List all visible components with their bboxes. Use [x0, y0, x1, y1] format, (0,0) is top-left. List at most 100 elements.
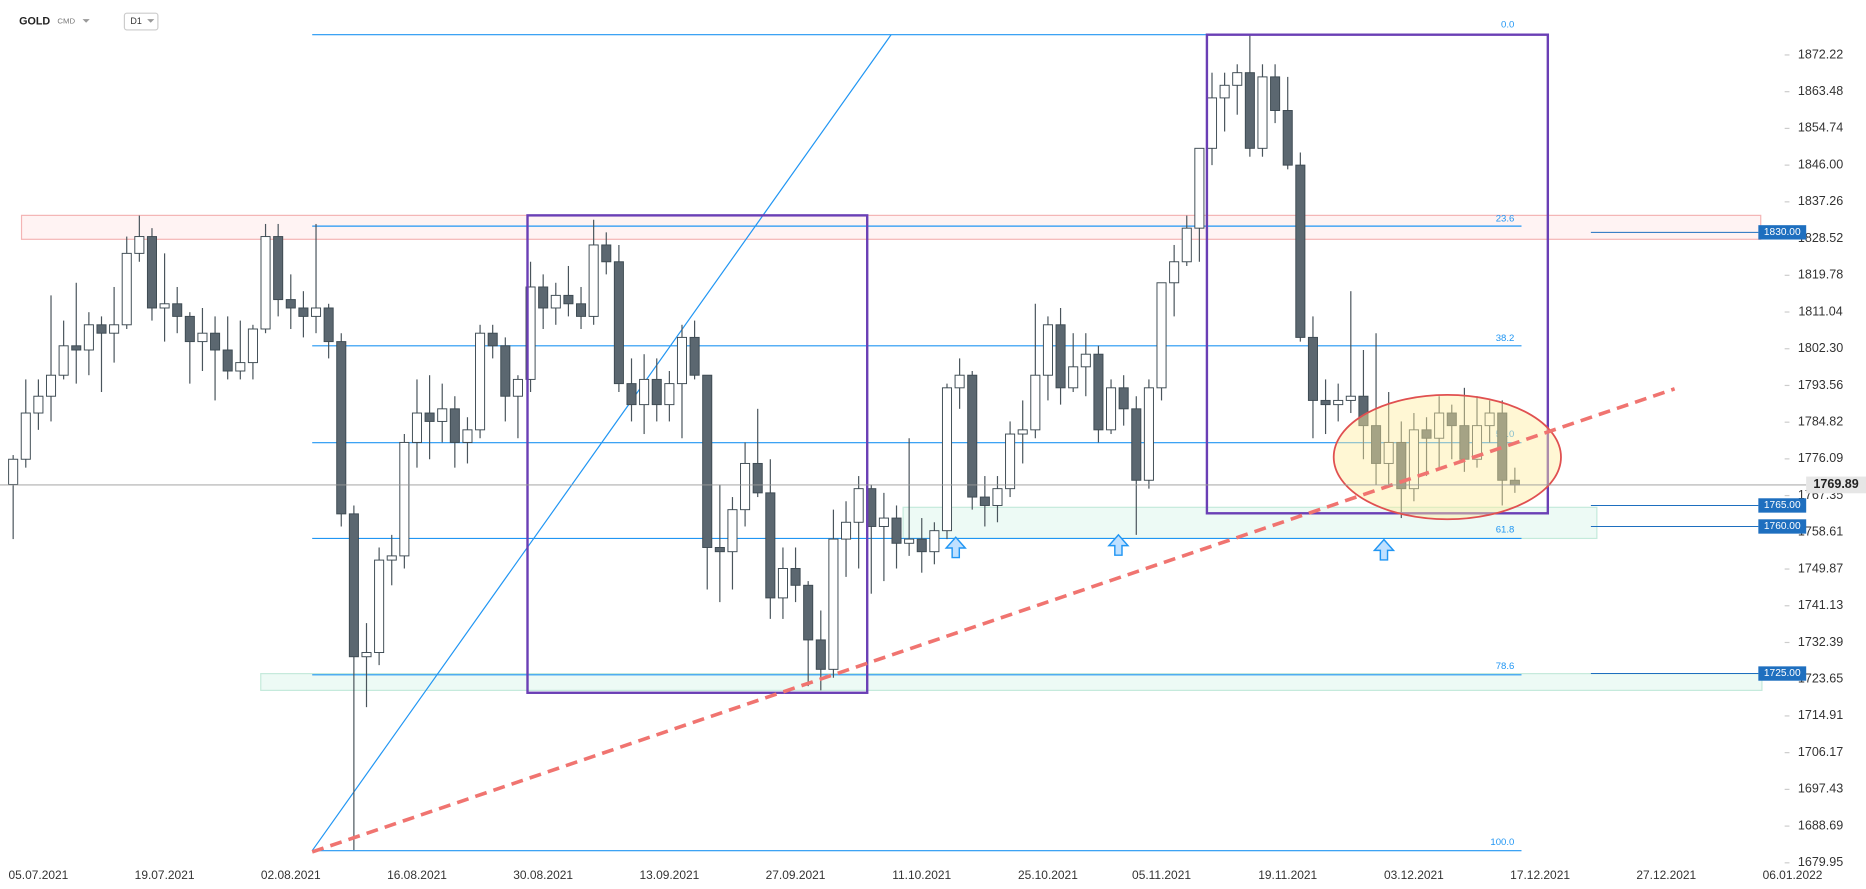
y-tick-label: 1697.43	[1798, 782, 1843, 796]
x-tick-label: 17.12.2021	[1510, 868, 1570, 882]
candle-body	[613, 261, 624, 385]
candle-body	[1446, 412, 1457, 427]
market: CMD	[57, 17, 75, 26]
candle-body	[1106, 387, 1117, 431]
y-tick-label: 1846.00	[1798, 157, 1843, 171]
candle-body	[247, 328, 258, 364]
candle-body	[1030, 374, 1041, 431]
candle-body	[512, 378, 523, 397]
fib-label: 23.6	[1496, 213, 1515, 224]
candle-body	[941, 387, 953, 532]
level-tag-label: 1830.00	[1764, 227, 1801, 238]
candle-body	[904, 538, 915, 544]
candle-body	[1484, 412, 1495, 427]
candle-body	[992, 488, 1003, 506]
candle-body	[1055, 324, 1066, 389]
candle-body	[1005, 433, 1016, 490]
timeframe-button[interactable]	[123, 12, 159, 31]
up-arrow	[1372, 538, 1396, 561]
candle-body	[1093, 353, 1104, 431]
candle-body	[967, 374, 978, 498]
x-tick-label: 16.08.2021	[387, 868, 447, 882]
x-tick-label: 05.07.2021	[8, 868, 68, 882]
candle-body	[323, 307, 334, 343]
current-price-label: 1769.89	[1813, 477, 1858, 491]
up-arrow	[944, 536, 967, 559]
candle-body	[1244, 72, 1255, 149]
candle-body	[1270, 76, 1281, 111]
range-box	[526, 214, 869, 694]
level-tag-label: 1760.00	[1764, 521, 1801, 532]
candle-body	[878, 517, 889, 527]
candle-body	[437, 408, 448, 422]
y-tick-label: 1863.48	[1798, 84, 1843, 98]
x-tick-label: 05.11.2021	[1132, 868, 1191, 882]
candle-body	[752, 462, 763, 494]
y-tick-label: 1732.39	[1798, 635, 1843, 649]
candle-body	[1232, 72, 1243, 86]
candle-body	[664, 383, 675, 406]
candle-body	[1345, 395, 1356, 401]
candle-body	[8, 458, 19, 485]
y-tick-label: 1758.61	[1798, 525, 1843, 539]
candle-body	[954, 374, 965, 389]
y-tick-label: 1706.17	[1798, 745, 1843, 759]
candle-body	[525, 286, 536, 380]
support-zone	[260, 673, 1763, 691]
candles	[8, 34, 1520, 851]
fib-trend	[311, 34, 892, 852]
up-arrow	[1107, 533, 1130, 556]
candle-body	[790, 568, 801, 586]
candle-body	[815, 639, 826, 670]
candle-body	[1042, 324, 1053, 376]
y-tick-label: 1872.22	[1798, 47, 1843, 61]
candle-body	[740, 462, 751, 511]
candle-body	[386, 555, 397, 561]
candle-body	[1118, 387, 1129, 410]
fib-label: 61.8	[1496, 525, 1515, 536]
x-tick-label: 03.12.2021	[1384, 868, 1444, 882]
x-tick-label: 13.09.2021	[639, 868, 699, 882]
candle-body	[361, 652, 372, 658]
candle-body	[411, 412, 423, 443]
level-tag-label: 1725.00	[1764, 668, 1801, 679]
x-tick-label: 11.10.2021	[892, 868, 951, 882]
y-tick-label: 1714.91	[1798, 708, 1843, 722]
y-tick-label: 1723.65	[1798, 672, 1843, 686]
candle-body	[765, 492, 776, 599]
dropdown-icon[interactable]	[82, 19, 90, 23]
candle-body	[891, 517, 902, 544]
current-price-tag	[1806, 476, 1866, 494]
candle-body	[1282, 110, 1293, 166]
candle-body	[1333, 399, 1344, 406]
candle-body	[979, 496, 990, 506]
candle-body	[487, 332, 498, 347]
range-box	[1205, 33, 1550, 515]
candle-body	[853, 488, 864, 523]
candle-body	[1396, 441, 1407, 490]
x-tick-label: 19.11.2021	[1258, 868, 1317, 882]
timeframe: D1	[130, 16, 141, 26]
candle-body	[71, 345, 82, 351]
y-tick-label: 1749.87	[1798, 561, 1843, 575]
candle-body	[550, 294, 561, 309]
candle-body	[676, 336, 688, 385]
candle-body	[285, 299, 296, 309]
candle-body	[1371, 425, 1382, 464]
candle-body	[475, 332, 486, 431]
candle-body	[714, 547, 725, 553]
level-tag	[1758, 519, 1807, 534]
candle-body	[20, 412, 31, 460]
fib-label: 0.0	[1501, 20, 1514, 31]
candle-body	[576, 303, 587, 317]
candle-body	[1068, 366, 1079, 389]
candle-body	[58, 345, 69, 376]
candle-body	[1257, 76, 1268, 149]
candle-body	[298, 307, 309, 317]
candle-body	[626, 383, 637, 406]
candle-body	[1194, 147, 1205, 229]
x-tick-label: 27.09.2021	[766, 868, 826, 882]
candle-body	[310, 307, 322, 317]
